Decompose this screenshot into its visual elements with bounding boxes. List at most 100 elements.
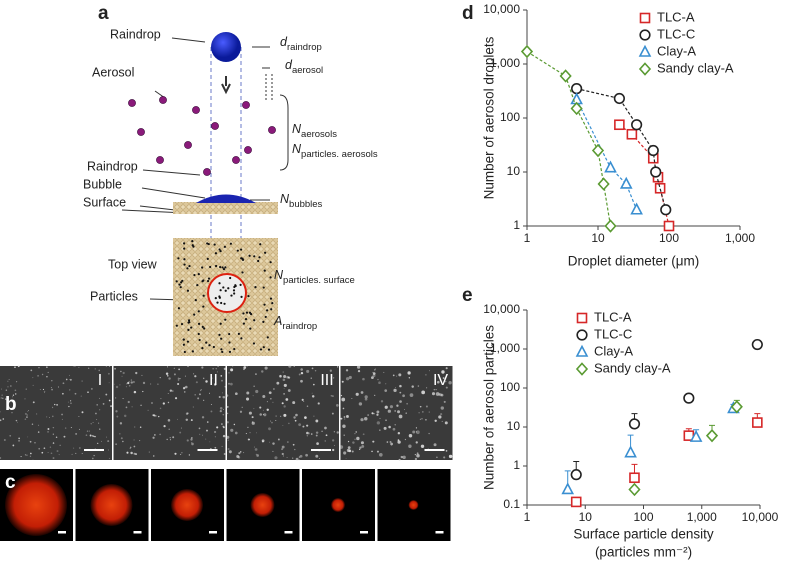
speck xyxy=(160,398,162,400)
speck xyxy=(64,427,67,429)
speck xyxy=(219,406,223,410)
speck xyxy=(167,419,171,422)
speck xyxy=(101,440,102,442)
y-tick-label: 1,000 xyxy=(490,341,520,355)
speck xyxy=(18,437,20,440)
speck xyxy=(384,389,388,392)
speck xyxy=(221,392,223,394)
speck xyxy=(166,374,169,377)
speck xyxy=(50,452,53,455)
speck xyxy=(32,459,34,461)
speck xyxy=(412,430,416,434)
speck xyxy=(227,439,229,441)
x-axis-label: Droplet diameter (μm) xyxy=(568,254,700,269)
speck xyxy=(285,398,289,401)
speck xyxy=(433,388,436,391)
speck xyxy=(133,439,135,441)
speck xyxy=(294,419,297,422)
speck xyxy=(114,368,116,370)
speck xyxy=(94,368,96,370)
speck xyxy=(346,448,350,452)
speck xyxy=(68,378,70,380)
speck xyxy=(359,448,361,450)
aerosols xyxy=(128,96,276,176)
speck xyxy=(268,427,271,431)
marker xyxy=(631,119,643,131)
speck xyxy=(372,371,374,373)
speck xyxy=(108,399,111,402)
speck xyxy=(34,442,36,444)
speck xyxy=(206,429,208,432)
legend-label: TLC-A xyxy=(594,309,632,324)
speck xyxy=(379,417,381,419)
speck xyxy=(360,418,364,422)
speck xyxy=(248,411,252,415)
speck xyxy=(61,413,63,416)
speck xyxy=(428,411,430,413)
speck xyxy=(213,430,217,434)
speck xyxy=(341,380,344,383)
speck xyxy=(342,424,346,429)
speck xyxy=(276,381,280,385)
speck xyxy=(335,403,339,407)
marker xyxy=(614,119,625,131)
speck xyxy=(324,426,327,430)
speck xyxy=(271,421,273,424)
speck xyxy=(373,412,375,415)
speck xyxy=(109,366,111,367)
speck xyxy=(299,454,303,458)
speck xyxy=(394,424,396,426)
speck xyxy=(439,380,441,382)
speck xyxy=(115,397,117,399)
speck xyxy=(5,398,7,400)
speck xyxy=(383,426,387,430)
speck xyxy=(2,418,5,420)
speck xyxy=(270,397,272,400)
marker xyxy=(591,143,605,158)
speck xyxy=(54,403,56,406)
speck xyxy=(217,365,219,368)
speck xyxy=(407,371,411,375)
speck xyxy=(62,382,65,385)
speck xyxy=(20,456,22,458)
speck xyxy=(159,407,162,410)
micrographs: I II III IV xyxy=(0,364,453,461)
label: Aerosol xyxy=(92,65,134,79)
speck xyxy=(421,390,426,395)
speck xyxy=(222,409,224,410)
speck xyxy=(281,445,285,449)
speck xyxy=(347,446,351,450)
speck xyxy=(230,428,234,432)
speck xyxy=(264,366,268,370)
speck xyxy=(0,411,1,413)
speck xyxy=(167,393,169,395)
speck xyxy=(105,393,108,396)
speck xyxy=(416,430,420,435)
speck xyxy=(443,456,446,459)
speck xyxy=(315,434,318,437)
speck xyxy=(246,365,248,367)
speck xyxy=(92,435,95,438)
speck xyxy=(406,402,409,405)
speck xyxy=(14,366,16,369)
speck xyxy=(168,428,170,430)
bead xyxy=(90,484,133,526)
speck xyxy=(252,395,254,397)
speck xyxy=(18,440,20,442)
speck xyxy=(167,401,170,404)
y-tick-label: 10,000 xyxy=(483,302,520,316)
speck xyxy=(72,366,74,368)
y-tick-label: 0.1 xyxy=(503,497,520,511)
speck xyxy=(126,383,128,385)
speck xyxy=(29,440,32,443)
speck xyxy=(140,404,142,406)
speck xyxy=(419,405,422,408)
speck xyxy=(378,381,381,385)
speck xyxy=(395,387,396,388)
speck xyxy=(108,457,110,460)
speck xyxy=(24,418,27,420)
speck xyxy=(238,452,241,455)
marker xyxy=(752,417,763,428)
speck xyxy=(233,423,236,426)
speck xyxy=(388,425,391,429)
